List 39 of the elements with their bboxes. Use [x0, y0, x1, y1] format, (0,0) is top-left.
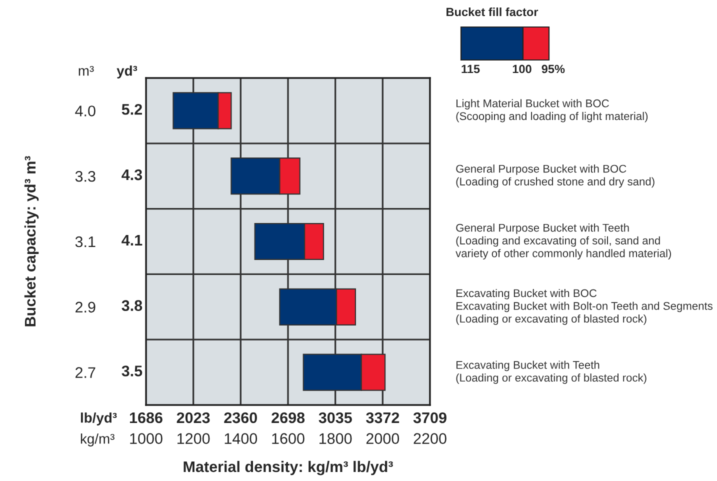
y2-tick-label: 3.5 — [122, 366, 142, 376]
x-tick-label: 1600 — [272, 433, 304, 444]
x2-tick-label: 2360 — [224, 412, 257, 424]
text: Light Material Bucket with BOC (Scooping and loading of light material) — [456, 99, 648, 122]
text: Excavating Bucket with Teeth (Loading or excavating of blasted rock) — [456, 360, 646, 384]
y2-tick-label: 3.8 — [122, 300, 142, 312]
y2-tick-label: 5.2 — [122, 104, 142, 115]
text: yd³ — [116, 66, 138, 78]
text: 100 — [512, 64, 532, 74]
text: 95% — [542, 64, 565, 74]
legend-title: Bucket fill factor — [446, 8, 538, 16]
text: Excavating Bucket with BOC Excavating Bucket with Bolt-on Teeth and Segments (Loading or excavating of blasted rock) — [456, 288, 713, 325]
x-tick-label: 1800 — [320, 433, 352, 444]
text: m³ — [78, 66, 94, 76]
x2-tick-label: 2698 — [272, 412, 305, 424]
y2-tick-label: 4.1 — [122, 234, 142, 246]
y2-tick-label: 4.3 — [122, 169, 142, 180]
x-tick-label: 1400 — [224, 433, 258, 444]
y-tick-label: 2.7 — [76, 367, 96, 378]
x-axis-title: Material density: kg/m³ lb/yd³ — [184, 460, 393, 476]
x2-tick-label: 3372 — [366, 412, 400, 424]
x-tick-label: 2000 — [366, 433, 400, 444]
y-axis-title: Bucket capacity: yd³ m³ — [24, 156, 39, 326]
text: 115 — [462, 64, 480, 74]
y-tick-label: 3.3 — [75, 170, 96, 182]
x2-tick-label: 3709 — [413, 412, 446, 424]
text: lb/yd³ — [80, 412, 117, 426]
y-tick-label: 3.1 — [75, 236, 96, 248]
x-tick-label: 1200 — [178, 433, 210, 444]
x2-tick-label: 1686 — [130, 412, 162, 424]
text: General Purpose Bucket with BOC (Loading of crushed stone and dry sand) — [456, 164, 654, 188]
y-tick-label: 4.0 — [75, 106, 96, 116]
text: kg/m³ — [80, 434, 114, 446]
text: General Purpose Bucket with Teeth (Loading and excavating of soil, sand and variety of other commonly handled material) — [456, 224, 672, 260]
y-tick-label: 2.9 — [76, 302, 96, 313]
x-tick-label: 1000 — [130, 433, 162, 444]
x-tick-label: 2200 — [414, 433, 446, 444]
x2-tick-label: 3035 — [318, 412, 352, 424]
x2-tick-label: 2023 — [176, 412, 210, 424]
